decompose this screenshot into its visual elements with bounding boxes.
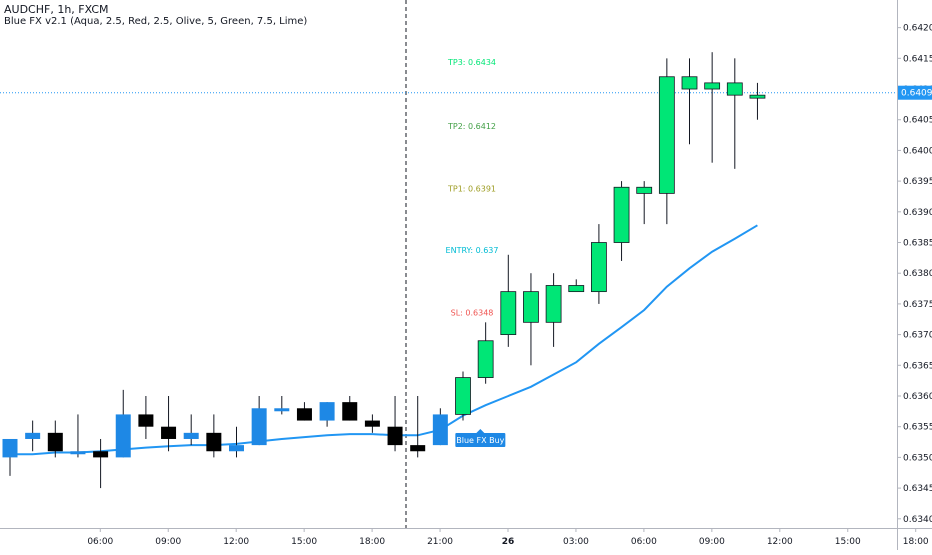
candle-body[interactable]: [296, 408, 312, 421]
x-tick-label: 18:00: [903, 537, 929, 547]
x-tick-label: 09:00: [155, 537, 181, 547]
last-price-value: 0.64094: [901, 89, 932, 99]
candle-body[interactable]: [591, 242, 607, 293]
candle-body[interactable]: [681, 76, 698, 90]
candle-body[interactable]: [342, 402, 358, 421]
candle-body[interactable]: [387, 426, 403, 446]
x-tick-label: 12:00: [767, 537, 793, 547]
candle-body[interactable]: [93, 451, 109, 458]
x-tick-label: 06:00: [631, 537, 657, 547]
level-label: TP3: 0.6434: [447, 58, 496, 67]
candle-body[interactable]: [568, 285, 585, 293]
candle-body[interactable]: [161, 426, 177, 439]
x-tick-label: 26: [502, 537, 515, 547]
x-tick-label: 12:00: [223, 537, 249, 547]
candle-body[interactable]: [25, 432, 41, 439]
candle-body[interactable]: [726, 82, 743, 96]
x-tick-label: 15:00: [835, 537, 861, 547]
buy-signal-badge[interactable]: [455, 433, 506, 447]
buy-signal-label: Blue FX Buy: [456, 436, 504, 445]
candle-body[interactable]: [70, 451, 86, 455]
candle-body[interactable]: [477, 340, 494, 378]
buy-signal-pointer: [476, 429, 485, 433]
candle-body[interactable]: [47, 432, 63, 452]
candle-body[interactable]: [545, 285, 562, 323]
candle-body[interactable]: [138, 414, 154, 427]
candle-body[interactable]: [432, 414, 448, 446]
x-tick-label: 06:00: [87, 537, 113, 547]
candle-body[interactable]: [183, 432, 199, 439]
candle-body[interactable]: [613, 186, 630, 243]
candle-body[interactable]: [658, 76, 675, 194]
candle-body[interactable]: [410, 445, 426, 452]
candle-body[interactable]: [115, 414, 131, 458]
candle-body[interactable]: [319, 402, 335, 421]
symbol-title: AUDCHF, 1h, FXCM: [4, 3, 109, 16]
candle-body[interactable]: [364, 420, 380, 427]
candle-body[interactable]: [229, 445, 244, 452]
candle-body[interactable]: [523, 291, 539, 323]
last-price-badge: [898, 85, 932, 100]
ma-line: [10, 224, 758, 456]
level-label: TP2: 0.6412: [447, 122, 496, 131]
candle-body[interactable]: [636, 186, 653, 194]
candle-body[interactable]: [455, 377, 471, 415]
candle-body[interactable]: [274, 408, 290, 412]
level-label: SL: 0.6348: [451, 309, 494, 318]
candle-body[interactable]: [500, 291, 517, 336]
candle-body[interactable]: [2, 438, 18, 458]
x-tick-label: 09:00: [699, 537, 725, 547]
level-label: ENTRY: 0.637: [446, 246, 499, 255]
x-tick-label: 18:00: [359, 537, 385, 547]
level-label: TP1: 0.6391: [447, 184, 496, 193]
candle-body[interactable]: [206, 432, 222, 452]
x-tick-label: 03:00: [563, 537, 589, 547]
x-tick-label: 21:00: [427, 537, 453, 547]
candle-body[interactable]: [251, 408, 267, 446]
x-tick-label: 15:00: [291, 537, 317, 547]
candle-body[interactable]: [704, 82, 721, 90]
indicator-legend: Blue FX v2.1 (Aqua, 2.5, Red, 2.5, Olive…: [4, 16, 308, 27]
candle-body[interactable]: [749, 94, 766, 99]
